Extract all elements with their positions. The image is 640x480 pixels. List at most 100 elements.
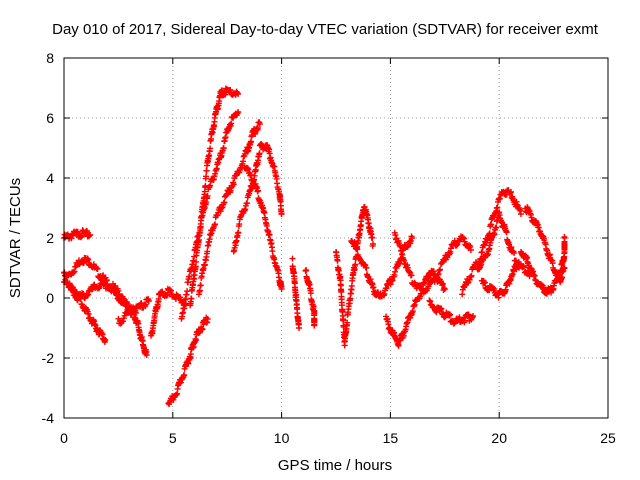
data-point xyxy=(348,282,355,289)
data-point xyxy=(411,279,418,286)
series-track-r xyxy=(391,229,474,296)
data-point xyxy=(439,280,446,287)
data-point xyxy=(85,256,92,263)
data-point xyxy=(220,145,227,152)
data-point xyxy=(120,318,127,325)
axis-ticks: 0 5 10 15 20 25 -4 -2 0 2 4 6 8 xyxy=(42,50,616,446)
data-point xyxy=(334,257,341,264)
data-point xyxy=(493,224,500,231)
data-point xyxy=(96,284,103,291)
data-point xyxy=(254,187,261,194)
data-point xyxy=(515,259,522,265)
series-track-h xyxy=(187,85,242,309)
data-point xyxy=(561,265,568,271)
data-point xyxy=(431,278,438,285)
data-point xyxy=(494,204,501,211)
data-point xyxy=(184,288,191,295)
x-tick-label: 25 xyxy=(600,430,616,446)
series-track-a xyxy=(61,227,94,242)
data-point xyxy=(511,250,518,257)
data-point xyxy=(235,109,242,115)
data-point xyxy=(199,326,206,333)
data-point xyxy=(181,371,188,378)
data-point xyxy=(207,145,214,152)
data-point xyxy=(203,167,210,174)
grid xyxy=(64,58,608,418)
data-point xyxy=(438,260,445,267)
data-point xyxy=(363,264,370,271)
data-point xyxy=(296,325,303,331)
y-tick-label: 4 xyxy=(46,170,54,186)
data-point xyxy=(256,150,263,157)
series-track-s xyxy=(426,297,477,327)
data-point xyxy=(311,322,318,328)
data-point xyxy=(113,292,120,299)
data-point xyxy=(266,150,273,157)
data-point xyxy=(468,272,475,279)
data-point xyxy=(102,279,109,286)
data-point xyxy=(436,267,443,274)
x-tick-label: 15 xyxy=(383,430,399,446)
data-point xyxy=(447,311,454,318)
data-point xyxy=(395,342,402,349)
data-point xyxy=(145,298,152,304)
data-point xyxy=(278,286,285,292)
data-point xyxy=(517,211,524,217)
x-tick-label: 20 xyxy=(491,430,507,446)
data-point xyxy=(235,229,242,236)
series-track-n xyxy=(302,267,318,329)
data-point xyxy=(221,199,228,206)
data-point xyxy=(197,282,204,289)
data-point xyxy=(227,86,234,93)
y-tick-label: -4 xyxy=(42,410,55,426)
series-track-t xyxy=(459,187,524,298)
chart-title: Day 010 of 2017, Sidereal Day-to-day VTE… xyxy=(52,21,599,38)
data-point xyxy=(441,286,448,292)
data-point xyxy=(181,305,188,312)
data-point xyxy=(212,221,219,228)
data-point xyxy=(470,313,477,319)
data-point xyxy=(467,247,474,253)
data-point xyxy=(201,261,208,268)
series-track-m xyxy=(289,255,303,331)
data-point xyxy=(503,229,510,236)
data-point xyxy=(84,292,91,299)
data-point xyxy=(204,316,211,322)
data-point xyxy=(256,121,263,127)
data-point xyxy=(435,270,442,277)
data-point xyxy=(354,246,361,253)
data-point xyxy=(437,266,444,273)
series-track-l xyxy=(241,164,285,292)
x-tick-label: 10 xyxy=(274,430,290,446)
data-marks xyxy=(61,85,568,408)
series-track-p xyxy=(348,233,416,300)
data-point xyxy=(197,223,204,230)
data-point xyxy=(94,265,101,272)
data-point xyxy=(234,89,241,96)
data-point xyxy=(434,274,441,281)
data-point xyxy=(408,272,415,279)
series-track-j xyxy=(195,119,263,298)
data-point xyxy=(222,91,229,98)
x-tick-label: 5 xyxy=(169,430,177,446)
series-track-g xyxy=(165,314,211,408)
data-point xyxy=(191,253,198,260)
data-point xyxy=(132,309,139,316)
data-point xyxy=(307,290,314,297)
data-point xyxy=(340,317,347,324)
data-point xyxy=(254,124,261,131)
data-point xyxy=(557,267,564,274)
y-axis-label: SDTVAR / TECUs xyxy=(7,178,24,298)
data-point xyxy=(521,264,528,271)
data-point xyxy=(88,286,95,293)
data-point xyxy=(84,228,91,235)
data-point xyxy=(230,181,237,188)
data-point xyxy=(85,291,92,298)
data-point xyxy=(344,319,351,326)
data-point xyxy=(278,211,285,217)
series-track-k xyxy=(230,140,285,255)
data-point xyxy=(561,235,568,241)
data-point xyxy=(204,192,211,199)
data-point xyxy=(409,235,416,241)
